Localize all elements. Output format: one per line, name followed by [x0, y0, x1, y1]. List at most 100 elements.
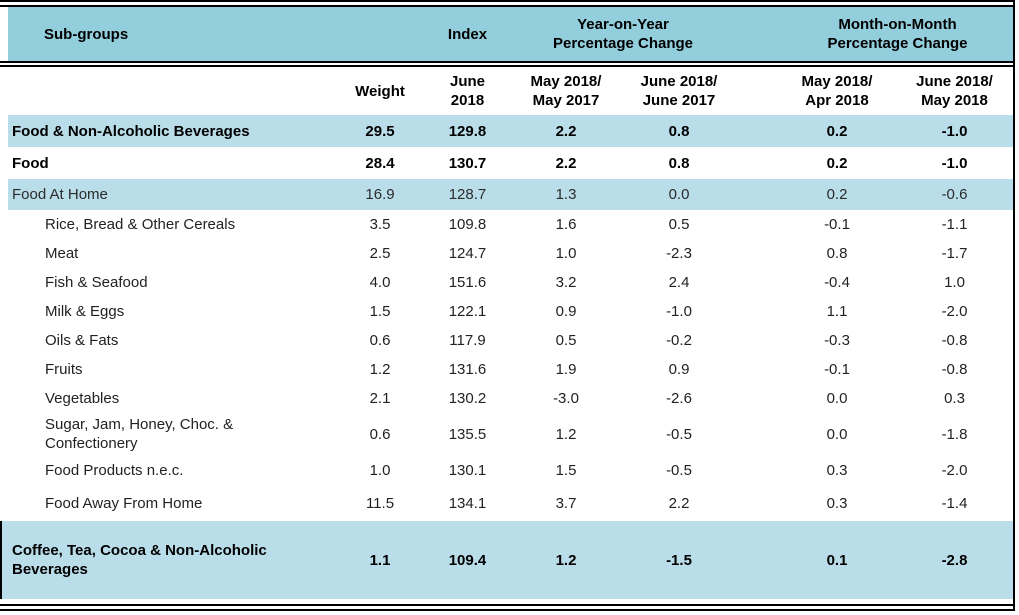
row-label: Milk & Eggs — [45, 303, 125, 320]
row-value: 1.0 — [369, 462, 391, 479]
row-value: 1.0 — [944, 274, 965, 291]
row-label: Vegetables — [45, 390, 120, 407]
table-row: Fruits 1.2 131.6 1.9 0.9 -0.1 -0.8 — [0, 355, 1013, 384]
column-header-yoy-group: Year-on-Year Percentage Change — [552, 16, 694, 52]
table-row: Coffee, Tea, Cocoa & Non-Alcoholic Bever… — [0, 521, 1013, 599]
bottom-double-rule — [0, 604, 1013, 611]
table-row: Vegetables 2.1 130.2 -3.0 -2.6 0.0 0.3 — [0, 384, 1013, 413]
row-value: 122.1 — [448, 303, 487, 320]
row-value: -0.4 — [824, 274, 850, 291]
header-double-rule — [0, 61, 1013, 67]
row-value: 3.5 — [369, 216, 391, 233]
row-label: Meat — [45, 245, 79, 262]
row-value: 2.5 — [369, 245, 391, 262]
row-value: 1.2 — [369, 361, 391, 378]
row-value: -2.0 — [941, 462, 968, 479]
row-value: -1.5 — [666, 551, 692, 569]
row-label: Fish & Seafood — [45, 274, 148, 291]
row-value: 1.1 — [369, 551, 391, 569]
row-value: 1.1 — [826, 303, 848, 320]
table-header-groups: Sub-groups Index Year-on-Year Percentage… — [0, 7, 1013, 61]
column-header-june-2018: June 2018 — [449, 73, 485, 109]
table-row: Food Products n.e.c. 1.0 130.1 1.5 -0.5 0.3 -2… — [0, 455, 1013, 486]
column-header-weight: Weight — [355, 82, 405, 100]
row-value: -1.0 — [941, 154, 968, 172]
row-value: -0.8 — [941, 361, 968, 378]
row-value: 0.8 — [668, 154, 690, 172]
row-value: 1.5 — [555, 462, 577, 479]
row-label: Food Away From Home — [45, 495, 203, 512]
row-value: 2.2 — [555, 154, 577, 172]
row-value: 1.5 — [369, 303, 391, 320]
row-value: 2.1 — [369, 390, 391, 407]
row-value: 1.2 — [555, 551, 577, 569]
row-value: 131.6 — [448, 361, 487, 378]
row-label: Food Products n.e.c. — [45, 462, 184, 479]
row-value: 2.2 — [555, 122, 577, 140]
row-value: 0.5 — [668, 216, 690, 233]
row-value: 3.7 — [555, 495, 577, 512]
row-value: 1.2 — [555, 425, 577, 443]
row-value: -0.8 — [941, 332, 968, 349]
table-row: Food At Home 16.9 128.7 1.3 0.0 0.2 -0.6 — [0, 179, 1013, 210]
row-value: 4.0 — [369, 274, 391, 291]
table-row: Milk & Eggs 1.5 122.1 0.9 -1.0 1.1 -2.0 — [0, 297, 1013, 326]
row-value: 0.3 — [944, 390, 965, 407]
row-value: 135.5 — [448, 425, 487, 443]
table-row: Food 28.4 130.7 2.2 0.8 0.2 -1.0 — [0, 147, 1013, 179]
row-value: 11.5 — [365, 495, 395, 512]
row-label: Fruits — [45, 361, 83, 378]
column-header-subgroups: Sub-groups — [44, 25, 129, 43]
row-value: -1.4 — [941, 495, 968, 512]
row-value: 0.5 — [555, 332, 577, 349]
row-value: 0.2 — [826, 122, 848, 140]
row-value: 1.3 — [555, 186, 577, 203]
row-value: 109.4 — [448, 551, 487, 569]
row-label: Coffee, Tea, Cocoa & Non-Alcoholic Bever… — [12, 542, 267, 578]
row-value: 0.2 — [826, 186, 848, 203]
row-value: -1.7 — [941, 245, 968, 262]
row-value: -0.5 — [666, 425, 692, 443]
table-row: Food Away From Home 11.5 134.1 3.7 2.2 0.3 -1.… — [0, 486, 1013, 521]
row-value: 0.3 — [826, 462, 848, 479]
row-value: -1.0 — [666, 303, 692, 320]
row-label: Food — [12, 154, 49, 172]
row-value: 0.9 — [555, 303, 577, 320]
row-value: -0.1 — [824, 216, 850, 233]
table-row: Food & Non-Alcoholic Beverages 29.5 129.8 2… — [0, 115, 1013, 147]
row-value: 130.7 — [448, 154, 487, 172]
table-row: Sugar, Jam, Honey, Choc. & Confectionery… — [0, 413, 1013, 455]
row-value: 109.8 — [448, 216, 487, 233]
row-value: 124.7 — [448, 245, 487, 262]
row-value: 0.1 — [826, 551, 848, 569]
column-header-mom-june: June 2018/ May 2018 — [916, 73, 993, 109]
row-value: 117.9 — [449, 332, 486, 349]
row-value: 0.8 — [826, 245, 848, 262]
row-value: 2.2 — [668, 495, 690, 512]
row-value: 0.6 — [369, 425, 391, 443]
table-row: Fish & Seafood 4.0 151.6 3.2 2.4 -0.4 1.0 — [0, 268, 1013, 297]
row-value: -1.0 — [941, 122, 968, 140]
row-value: 128.7 — [448, 186, 487, 203]
row-label: Rice, Bread & Other Cereals — [45, 216, 236, 233]
row-value: 130.2 — [448, 390, 487, 407]
row-value: -2.8 — [941, 551, 968, 569]
row-value: -2.0 — [941, 303, 968, 320]
row-value: 1.0 — [555, 245, 577, 262]
row-value: 1.6 — [555, 216, 577, 233]
column-header-index: Index — [447, 25, 488, 43]
row-label: Oils & Fats — [45, 332, 119, 349]
row-value: -1.8 — [941, 425, 968, 443]
row-value: 129.8 — [448, 122, 487, 140]
column-header-mom-group: Month-on-Month Percentage Change — [827, 16, 968, 52]
row-value: 0.8 — [668, 122, 690, 140]
row-value: 29.5 — [365, 122, 395, 140]
row-value: 134.1 — [448, 495, 487, 512]
row-value: -1.1 — [941, 216, 968, 233]
row-label: Sugar, Jam, Honey, Choc. & Confectionery — [45, 416, 234, 452]
row-value: -0.1 — [824, 361, 850, 378]
row-value: 2.4 — [668, 274, 690, 291]
row-value: 28.4 — [365, 154, 395, 172]
row-label: Food At Home — [12, 186, 108, 203]
